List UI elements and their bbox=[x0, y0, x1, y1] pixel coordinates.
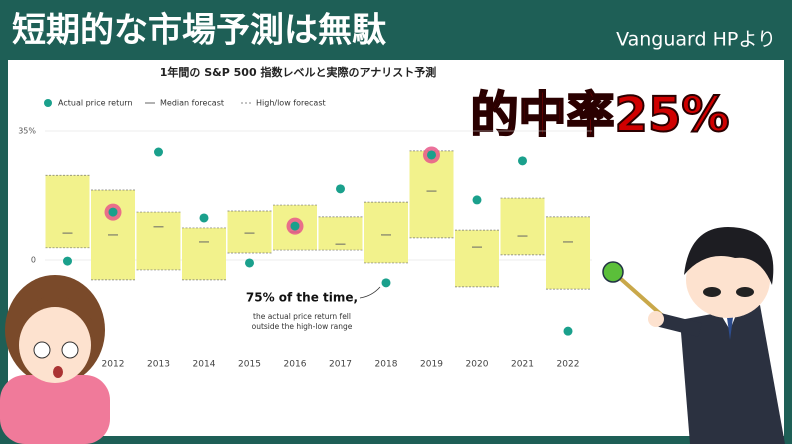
forecast-range-box bbox=[500, 198, 545, 255]
annotation-line: outside the high-low range bbox=[252, 322, 353, 331]
actual-return-dot bbox=[154, 147, 163, 157]
legend-label: High/low forecast bbox=[256, 99, 326, 108]
forecast-range-box bbox=[364, 202, 408, 263]
forecast-range-box bbox=[182, 227, 226, 280]
actual-return-dot bbox=[290, 221, 300, 231]
y-tick-label: 0 bbox=[31, 256, 36, 265]
x-tick-label: 2016 bbox=[284, 360, 307, 370]
chart: Actual price return Median forecast High/l… bbox=[18, 99, 592, 370]
actual-return-dot bbox=[518, 156, 527, 166]
forecast-range-box bbox=[546, 216, 590, 290]
actual-return-dot bbox=[336, 184, 345, 194]
girl-illustration bbox=[0, 275, 110, 444]
chart-title: 1年間の S&P 500 指数レベルと実際のアナリスト予測 bbox=[160, 65, 436, 79]
annotation-arrow bbox=[359, 286, 381, 299]
x-tick-label: 2020 bbox=[466, 360, 489, 370]
forecast-range-box bbox=[409, 150, 454, 238]
forecast-range-box bbox=[318, 216, 363, 251]
forecast-range-box bbox=[227, 210, 272, 253]
headline: 的中率25% bbox=[471, 87, 730, 143]
header-source: Vanguard HPより bbox=[616, 29, 776, 51]
x-tick-label: 2012 bbox=[102, 360, 125, 370]
legend-label: Actual price return bbox=[58, 99, 133, 108]
actual-return-dot bbox=[427, 150, 436, 160]
y-tick-label: 35% bbox=[18, 127, 36, 136]
legend-label: Median forecast bbox=[160, 99, 224, 108]
x-tick-label: 2022 bbox=[557, 360, 580, 370]
actual-return-dot bbox=[472, 195, 482, 205]
boy-illustration bbox=[602, 226, 785, 444]
actual-return-dot bbox=[563, 326, 573, 336]
annotation-line: the actual price return fell bbox=[253, 312, 351, 321]
x-tick-label: 2018 bbox=[375, 360, 398, 370]
x-tick-label: 2017 bbox=[329, 360, 352, 370]
forecast-range-box bbox=[455, 230, 499, 287]
x-tick-label: 2014 bbox=[193, 360, 216, 370]
actual-return-dot bbox=[245, 258, 254, 268]
x-tick-label: 2021 bbox=[511, 360, 534, 370]
x-tick-label: 2019 bbox=[420, 360, 443, 370]
actual-return-dot bbox=[108, 207, 118, 217]
forecast-range-box bbox=[45, 175, 90, 248]
actual-return-dot bbox=[381, 278, 391, 288]
x-tick-label: 2013 bbox=[147, 360, 170, 370]
header-title: 短期的な市場予測は無駄 bbox=[12, 11, 386, 51]
legend-swatch bbox=[44, 99, 52, 107]
x-tick-label: 2015 bbox=[238, 360, 261, 370]
actual-return-dot bbox=[199, 213, 209, 223]
annotation-title: 75% of the time, bbox=[246, 291, 358, 305]
forecast-range-box bbox=[136, 212, 181, 270]
actual-return-dot bbox=[63, 256, 72, 266]
